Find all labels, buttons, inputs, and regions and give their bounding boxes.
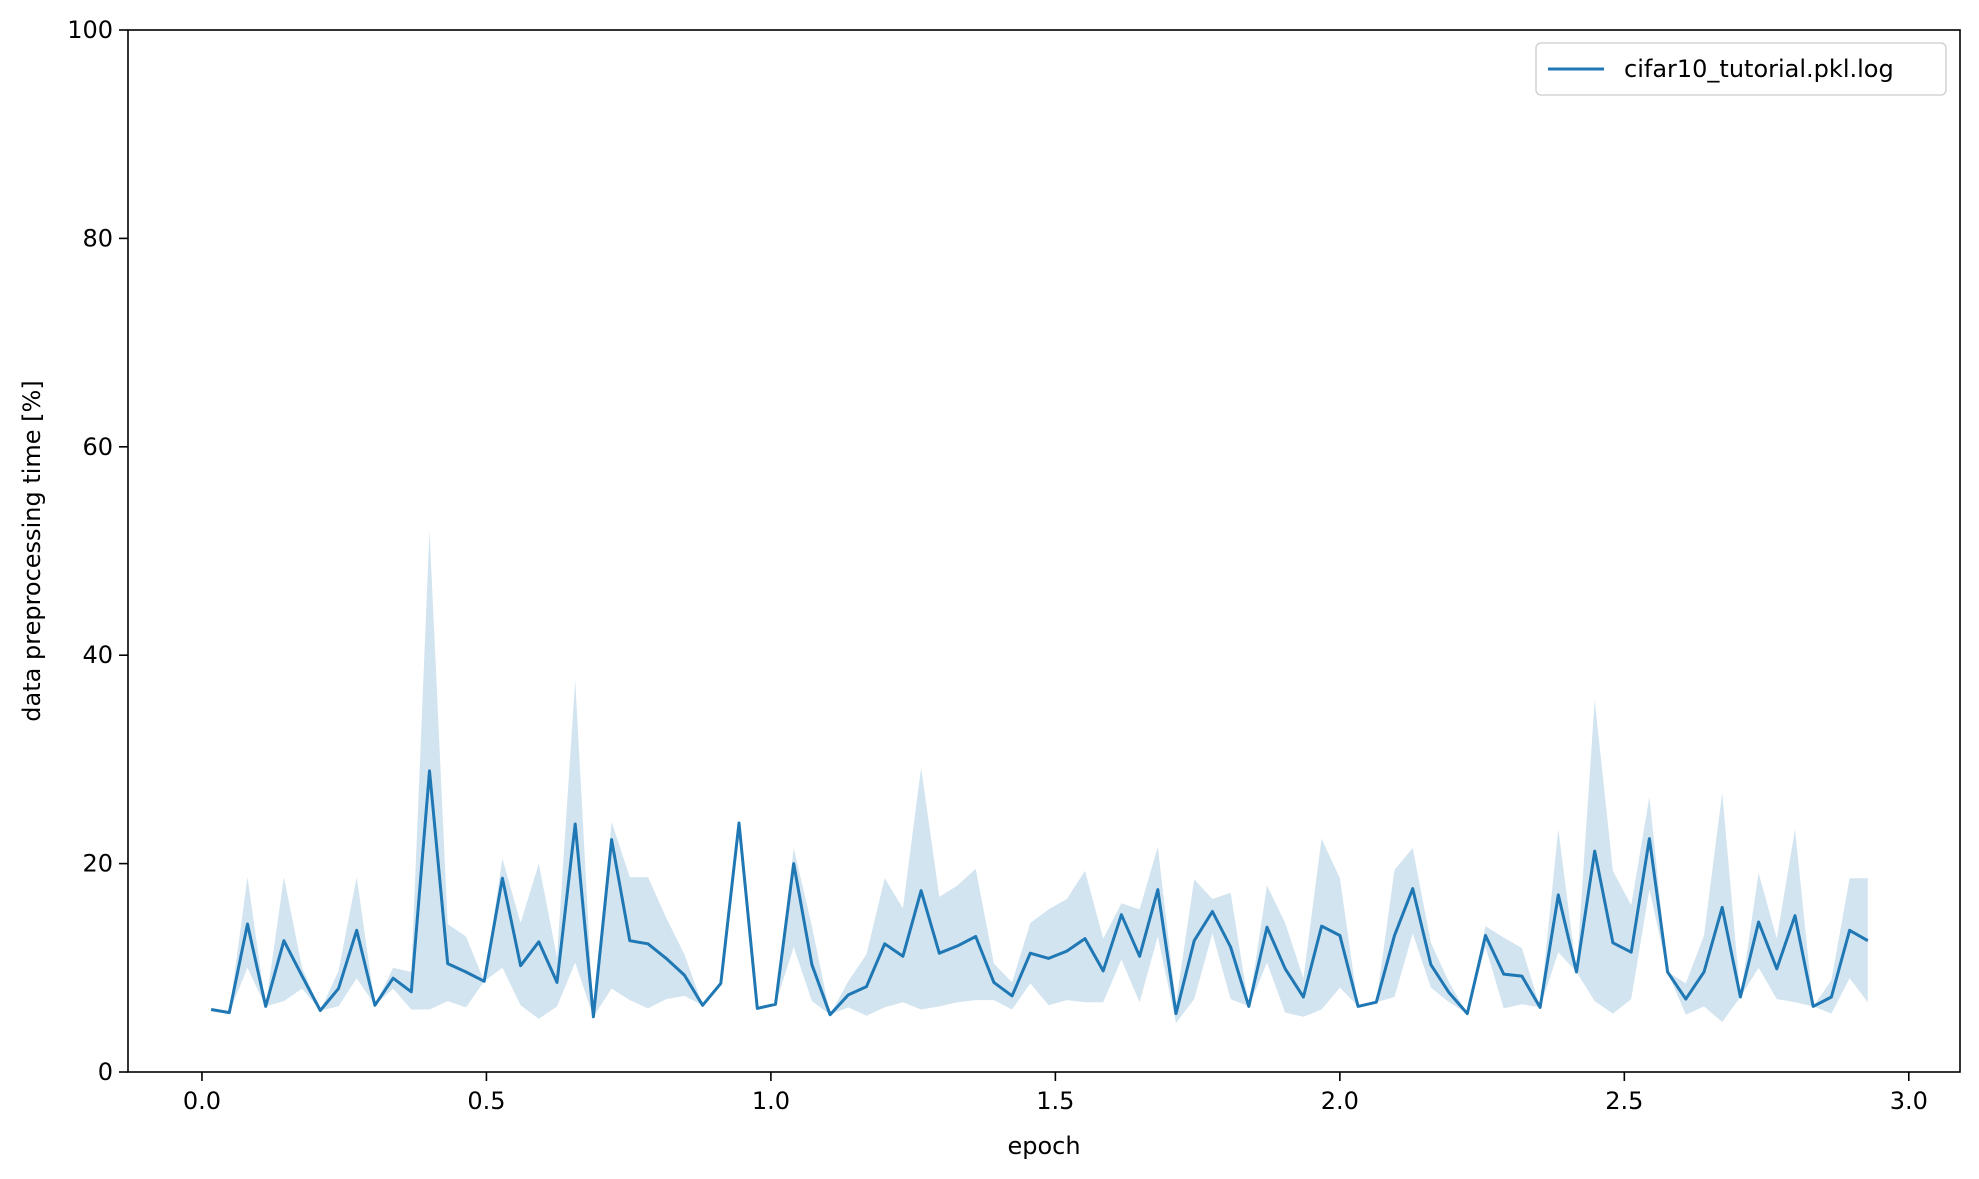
y-axis-label: data preprocessing time [%] [18,380,46,721]
series-line-layer [210,769,1869,1019]
x-ticks: 0.0 0.5 1.0 1.5 2.0 2.5 3.0 [183,1072,1928,1115]
legend: cifar10_tutorial.pkl.log [1535,42,1947,96]
x-tick-label: 1.0 [752,1087,790,1115]
y-tick-label: 100 [67,16,113,44]
y-ticks: 0 20 40 60 80 100 [67,16,128,1086]
x-tick-label: 0.5 [467,1087,505,1115]
x-tick-label: 2.0 [1321,1087,1359,1115]
y-tick-label: 60 [82,433,113,461]
x-axis-label: epoch [1007,1132,1080,1160]
x-tick-label: 1.5 [1036,1087,1074,1115]
x-tick-label: 3.0 [1890,1087,1928,1115]
y-tick-label: 20 [82,850,113,878]
axes-frame [127,29,1961,1073]
legend-label: cifar10_tutorial.pkl.log [1624,55,1894,83]
x-tick-label: 2.5 [1605,1087,1643,1115]
y-tick-label: 0 [98,1058,113,1086]
series-line [210,769,1869,1019]
x-tick-label: 0.0 [183,1087,221,1115]
series-confidence-band [211,530,1868,1023]
y-tick-label: 40 [82,641,113,669]
y-tick-label: 80 [82,224,113,252]
legend-box [1535,42,1947,96]
confidence-band-layer [211,530,1868,1023]
